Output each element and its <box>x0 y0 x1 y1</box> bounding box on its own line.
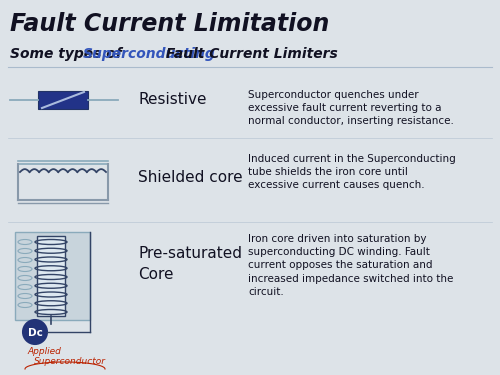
Text: Fault Current Limiters: Fault Current Limiters <box>161 47 338 61</box>
Text: Superconducting: Superconducting <box>83 47 216 61</box>
FancyBboxPatch shape <box>38 91 88 109</box>
Text: Resistive: Resistive <box>138 92 206 107</box>
Text: Some types of: Some types of <box>10 47 126 61</box>
Text: Applied: Applied <box>27 347 61 356</box>
Text: Iron core driven into saturation by
superconducting DC winding. Fault
current op: Iron core driven into saturation by supe… <box>248 234 454 297</box>
FancyBboxPatch shape <box>37 236 65 316</box>
Text: Dc: Dc <box>28 328 42 338</box>
Text: Fault Current Limitation: Fault Current Limitation <box>10 12 330 36</box>
Text: Superconductor quenches under
excessive fault current reverting to a
normal cond: Superconductor quenches under excessive … <box>248 90 454 126</box>
Text: Pre-saturated
Core: Pre-saturated Core <box>138 246 242 282</box>
Circle shape <box>23 320 47 344</box>
Text: Induced current in the Superconducting
tube shields the iron core until
excessiv: Induced current in the Superconducting t… <box>248 154 456 190</box>
Text: Superconductor: Superconductor <box>34 357 106 366</box>
FancyBboxPatch shape <box>15 232 90 320</box>
Text: Shielded core: Shielded core <box>138 170 242 185</box>
